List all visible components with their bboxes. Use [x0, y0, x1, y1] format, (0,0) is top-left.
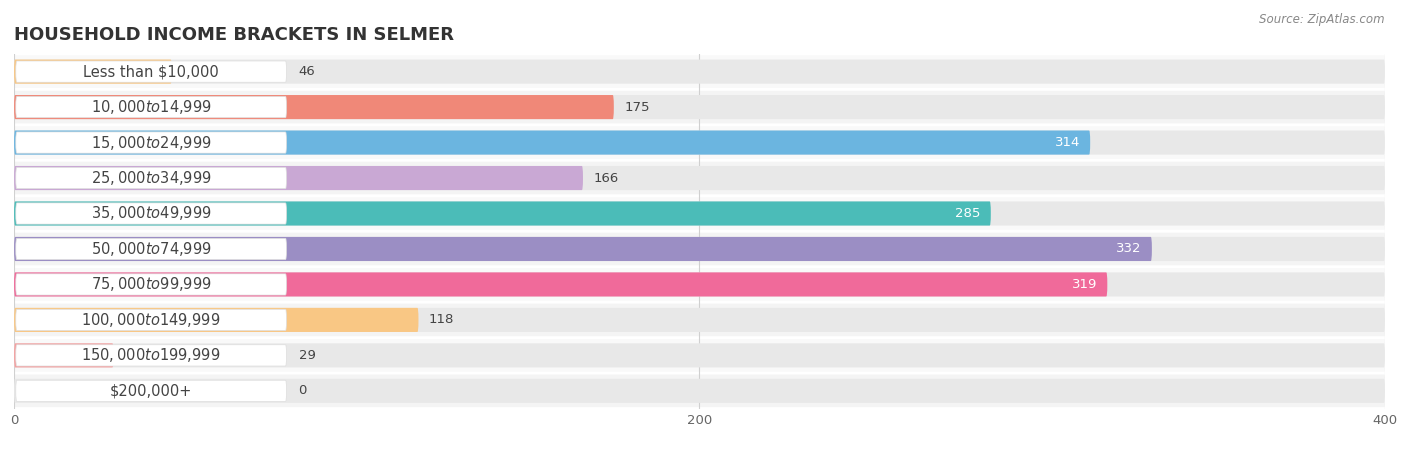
Text: 319: 319	[1071, 278, 1097, 291]
FancyBboxPatch shape	[15, 132, 287, 153]
Text: $75,000 to $99,999: $75,000 to $99,999	[91, 275, 211, 294]
FancyBboxPatch shape	[15, 238, 287, 260]
FancyBboxPatch shape	[14, 268, 1385, 301]
Text: HOUSEHOLD INCOME BRACKETS IN SELMER: HOUSEHOLD INCOME BRACKETS IN SELMER	[14, 26, 454, 44]
FancyBboxPatch shape	[15, 167, 287, 189]
FancyBboxPatch shape	[15, 380, 287, 401]
FancyBboxPatch shape	[14, 343, 1385, 367]
FancyBboxPatch shape	[15, 97, 287, 118]
Text: 285: 285	[955, 207, 980, 220]
Text: $50,000 to $74,999: $50,000 to $74,999	[91, 240, 211, 258]
FancyBboxPatch shape	[14, 202, 1385, 225]
FancyBboxPatch shape	[15, 203, 287, 224]
Text: 175: 175	[624, 101, 650, 114]
Text: $200,000+: $200,000+	[110, 383, 193, 398]
Text: $150,000 to $199,999: $150,000 to $199,999	[82, 346, 221, 365]
FancyBboxPatch shape	[14, 95, 614, 119]
FancyBboxPatch shape	[14, 374, 1385, 407]
FancyBboxPatch shape	[14, 343, 114, 367]
Text: 46: 46	[298, 65, 315, 78]
FancyBboxPatch shape	[14, 55, 1385, 88]
Text: $100,000 to $149,999: $100,000 to $149,999	[82, 311, 221, 329]
FancyBboxPatch shape	[14, 126, 1385, 159]
FancyBboxPatch shape	[15, 274, 287, 295]
Text: 332: 332	[1116, 242, 1142, 255]
Text: 118: 118	[429, 313, 454, 326]
FancyBboxPatch shape	[15, 345, 287, 366]
FancyBboxPatch shape	[14, 339, 1385, 372]
Text: $25,000 to $34,999: $25,000 to $34,999	[91, 169, 211, 187]
Text: Source: ZipAtlas.com: Source: ZipAtlas.com	[1260, 13, 1385, 26]
Text: Less than $10,000: Less than $10,000	[83, 64, 219, 79]
FancyBboxPatch shape	[14, 273, 1108, 296]
FancyBboxPatch shape	[14, 91, 1385, 123]
FancyBboxPatch shape	[14, 237, 1385, 261]
FancyBboxPatch shape	[14, 233, 1385, 265]
Text: 0: 0	[298, 384, 307, 397]
FancyBboxPatch shape	[14, 202, 991, 225]
Text: 314: 314	[1054, 136, 1080, 149]
Text: $10,000 to $14,999: $10,000 to $14,999	[91, 98, 211, 116]
FancyBboxPatch shape	[14, 197, 1385, 230]
FancyBboxPatch shape	[14, 166, 583, 190]
FancyBboxPatch shape	[14, 166, 1385, 190]
FancyBboxPatch shape	[14, 379, 1385, 403]
Text: $35,000 to $49,999: $35,000 to $49,999	[91, 204, 211, 223]
FancyBboxPatch shape	[14, 60, 1385, 84]
FancyBboxPatch shape	[14, 273, 1385, 296]
Text: $15,000 to $24,999: $15,000 to $24,999	[91, 133, 211, 152]
FancyBboxPatch shape	[14, 60, 172, 84]
FancyBboxPatch shape	[14, 131, 1385, 154]
FancyBboxPatch shape	[14, 308, 419, 332]
FancyBboxPatch shape	[14, 162, 1385, 194]
Text: 166: 166	[593, 172, 619, 185]
FancyBboxPatch shape	[14, 304, 1385, 336]
FancyBboxPatch shape	[15, 309, 287, 330]
FancyBboxPatch shape	[14, 95, 1385, 119]
FancyBboxPatch shape	[14, 237, 1152, 261]
FancyBboxPatch shape	[15, 61, 287, 82]
Text: 29: 29	[298, 349, 315, 362]
FancyBboxPatch shape	[14, 131, 1090, 154]
FancyBboxPatch shape	[14, 308, 1385, 332]
